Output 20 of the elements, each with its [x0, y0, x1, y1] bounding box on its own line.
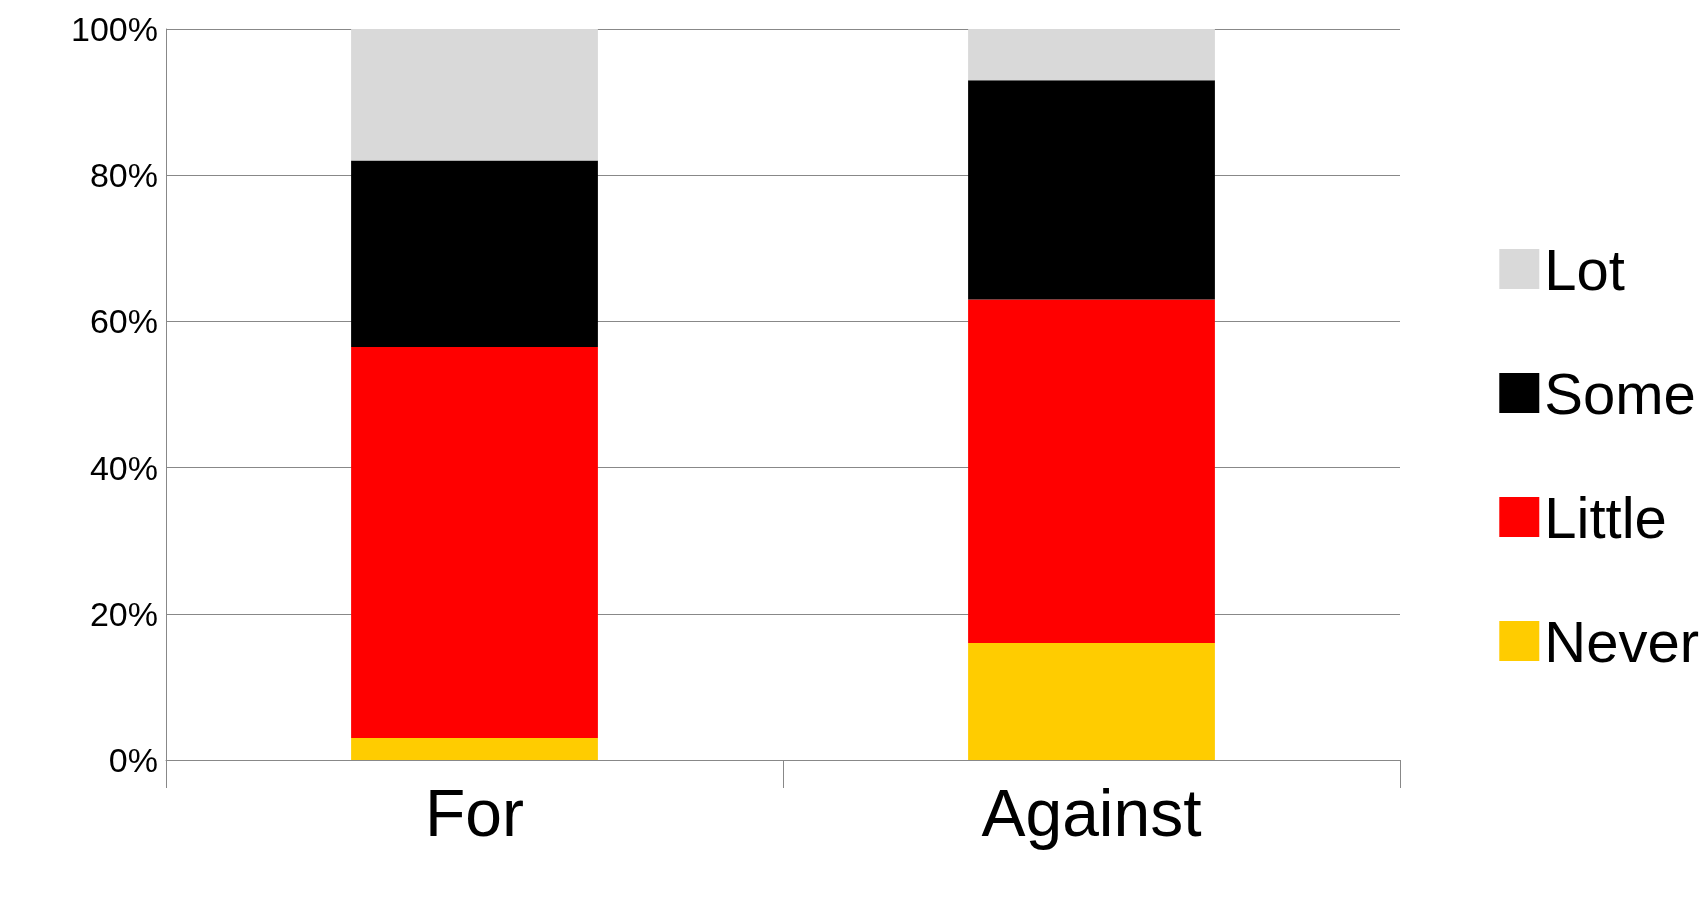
y-tick-label: 100%	[71, 10, 158, 48]
y-tick-label: 60%	[89, 302, 158, 341]
legend-label: Some	[1544, 360, 1696, 426]
bar	[968, 29, 1215, 81]
y-tick-label: 0%	[108, 741, 158, 779]
bar	[351, 738, 598, 760]
bar	[968, 80, 1215, 300]
y-tick-label: 80%	[89, 156, 158, 195]
y-tick-label: 20%	[89, 594, 158, 633]
legend-label: Never	[1544, 608, 1699, 674]
legend-label: Little	[1544, 484, 1667, 550]
x-tick-label: For	[425, 776, 524, 850]
bar	[968, 643, 1215, 760]
bar	[351, 29, 598, 161]
y-tick-label: 40%	[89, 448, 158, 487]
x-tick-label: Against	[981, 776, 1202, 850]
bar	[351, 160, 598, 347]
bar	[968, 299, 1215, 644]
legend-label: Lot	[1544, 236, 1625, 302]
bar	[351, 346, 598, 739]
